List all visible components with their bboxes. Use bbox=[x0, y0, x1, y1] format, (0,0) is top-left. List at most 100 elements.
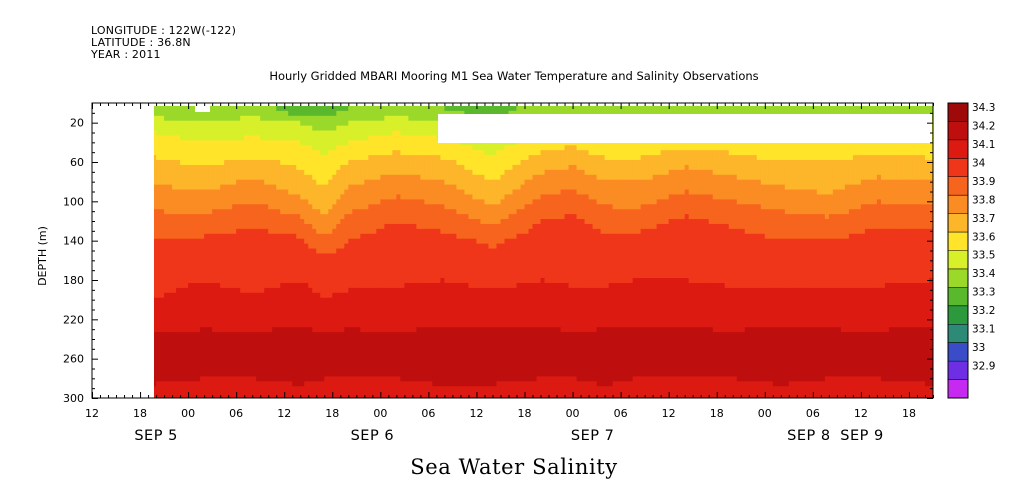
heatmap-cell bbox=[228, 228, 233, 235]
heatmap-cell bbox=[260, 174, 265, 181]
heatmap-cell bbox=[340, 248, 345, 255]
heatmap-cell bbox=[228, 115, 233, 122]
heatmap-cell bbox=[472, 312, 478, 318]
heatmap-cell bbox=[192, 307, 197, 314]
heatmap-cell bbox=[328, 381, 333, 387]
heatmap-cell bbox=[156, 125, 161, 132]
heatmap-cell bbox=[168, 150, 173, 156]
heatmap-cell bbox=[432, 189, 437, 196]
heatmap-cell bbox=[408, 263, 413, 269]
heatmap-cell bbox=[292, 371, 297, 377]
heatmap-cell bbox=[284, 169, 289, 176]
heatmap-cell bbox=[356, 327, 361, 333]
heatmap-cell bbox=[188, 356, 193, 363]
heatmap-cell bbox=[308, 179, 313, 186]
heatmap-cell bbox=[180, 307, 185, 314]
heatmap-cell bbox=[384, 238, 389, 245]
heatmap-cell bbox=[340, 312, 345, 318]
heatmap-cell bbox=[248, 238, 253, 245]
heatmap-cell bbox=[416, 337, 421, 343]
heatmap-cell bbox=[216, 115, 221, 122]
heatmap-cell bbox=[276, 140, 281, 146]
heatmap-cell bbox=[308, 327, 313, 333]
heatmap-cell bbox=[316, 278, 321, 284]
heatmap-cell bbox=[372, 125, 377, 132]
heatmap-cell bbox=[244, 327, 249, 333]
heatmap-cell bbox=[444, 228, 450, 235]
heatmap-cell bbox=[188, 204, 193, 210]
heatmap-cell bbox=[344, 258, 349, 264]
heatmap-cell bbox=[316, 219, 321, 225]
heatmap-cell bbox=[176, 263, 181, 269]
heatmap-cell bbox=[448, 204, 454, 210]
heatmap-cell bbox=[480, 164, 486, 171]
heatmap-cell bbox=[372, 351, 377, 358]
heatmap-cell bbox=[236, 169, 241, 176]
heatmap-cell bbox=[444, 258, 450, 264]
heatmap-cell bbox=[452, 381, 458, 387]
heatmap-cell bbox=[256, 312, 261, 318]
heatmap-cell bbox=[168, 282, 173, 289]
heatmap-cell bbox=[428, 120, 433, 127]
heatmap-cell bbox=[224, 155, 229, 161]
heatmap-cell bbox=[212, 184, 217, 191]
heatmap-cell bbox=[472, 219, 478, 225]
heatmap-cell bbox=[472, 204, 478, 210]
heatmap-cell bbox=[404, 297, 409, 304]
heatmap-cell bbox=[460, 169, 466, 176]
heatmap-cell bbox=[216, 204, 221, 210]
heatmap-cell bbox=[160, 243, 165, 250]
heatmap-cell bbox=[212, 327, 217, 333]
heatmap-cell bbox=[440, 366, 446, 373]
heatmap-cell bbox=[180, 386, 185, 392]
heatmap-cell bbox=[276, 263, 281, 269]
heatmap-cell bbox=[380, 184, 385, 191]
heatmap-cell bbox=[316, 337, 321, 343]
heatmap-cell bbox=[176, 160, 181, 166]
heatmap-cell bbox=[356, 184, 361, 191]
heatmap-cell bbox=[304, 160, 309, 166]
heatmap-cell bbox=[332, 110, 337, 117]
heatmap-cell bbox=[468, 366, 474, 373]
heatmap-cell bbox=[332, 228, 337, 235]
heatmap-cell bbox=[444, 282, 450, 289]
heatmap-cell bbox=[420, 292, 425, 299]
heatmap-cell bbox=[448, 312, 454, 318]
heatmap-cell bbox=[384, 371, 389, 377]
heatmap-cell bbox=[176, 248, 181, 255]
heatmap-cell bbox=[236, 160, 241, 166]
heatmap-cell bbox=[164, 263, 169, 269]
heatmap-cell bbox=[444, 179, 450, 186]
heatmap-cell bbox=[336, 317, 341, 323]
heatmap-cell bbox=[444, 233, 450, 240]
heatmap-cell bbox=[476, 164, 482, 171]
heatmap-cell bbox=[172, 233, 177, 240]
heatmap-cell bbox=[340, 386, 345, 392]
heatmap-cell bbox=[264, 258, 269, 264]
heatmap-cell bbox=[368, 155, 373, 161]
heatmap-cell bbox=[480, 253, 486, 259]
heatmap-cell bbox=[348, 209, 353, 215]
heatmap-cell bbox=[400, 263, 405, 269]
heatmap-cell bbox=[388, 341, 393, 348]
heatmap-cell bbox=[228, 332, 233, 338]
heatmap-cell bbox=[248, 381, 253, 387]
heatmap-cell bbox=[188, 273, 193, 279]
heatmap-cell bbox=[396, 164, 401, 171]
heatmap-cell bbox=[316, 391, 321, 397]
heatmap-cell bbox=[340, 209, 345, 215]
heatmap-cell bbox=[284, 391, 289, 397]
heatmap-cell bbox=[376, 337, 381, 343]
heatmap-cell bbox=[300, 125, 305, 132]
heatmap-cell bbox=[292, 145, 297, 151]
heatmap-cell bbox=[472, 356, 478, 363]
heatmap-cell bbox=[384, 346, 389, 353]
heatmap-cell bbox=[416, 268, 421, 274]
heatmap-cell bbox=[180, 371, 185, 377]
heatmap-cell bbox=[256, 386, 261, 392]
heatmap-cell bbox=[424, 278, 429, 284]
heatmap-cell bbox=[272, 179, 277, 186]
heatmap-cell bbox=[348, 135, 353, 141]
heatmap-cell bbox=[196, 110, 201, 117]
heatmap-cell bbox=[476, 386, 482, 392]
